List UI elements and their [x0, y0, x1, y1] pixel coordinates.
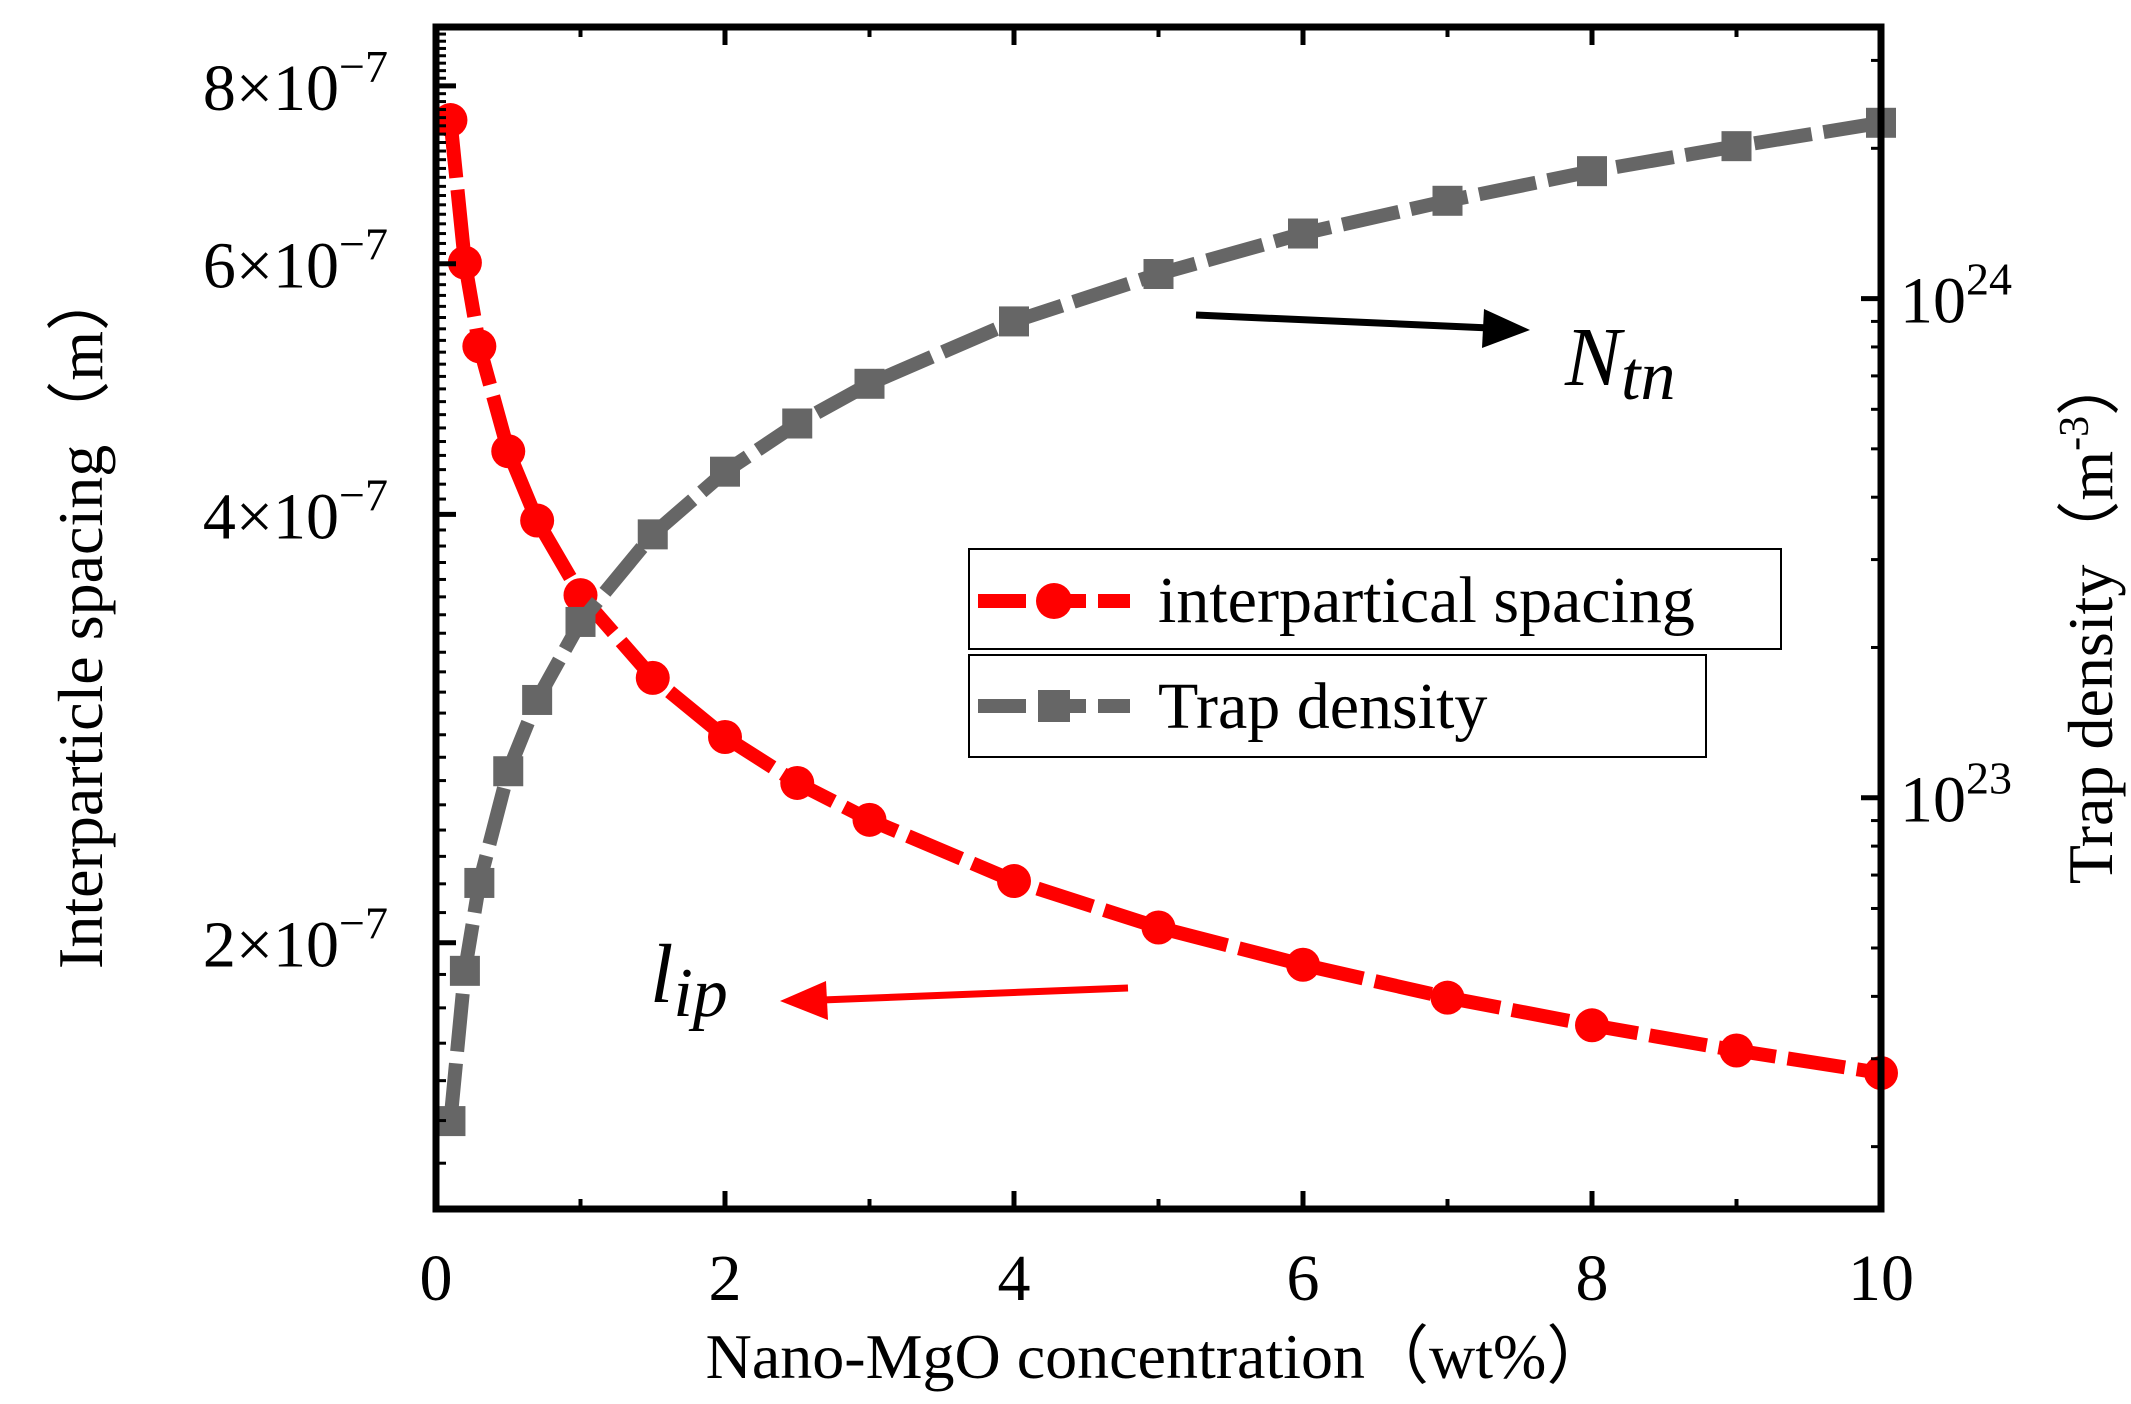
data-point-1-12	[1288, 218, 1318, 249]
data-point-0-3	[491, 434, 526, 469]
left-tick-label-3: 8×10−7	[203, 41, 388, 125]
right-tick-label-base: 10	[1900, 265, 1966, 338]
left-tick-label-0: 2×10−7	[203, 898, 388, 982]
left-tick-label-mantissa: 8×10	[203, 52, 339, 125]
data-point-0-14	[1575, 1008, 1609, 1043]
tick-layer	[433, 25, 1884, 1209]
x-tick-label-2: 4	[998, 1242, 1031, 1315]
left-tick-label-mantissa: 2×10	[203, 909, 339, 982]
x-tick-label-3: 6	[1287, 1242, 1320, 1315]
data-point-0-6	[635, 660, 670, 695]
data-point-1-13	[1432, 185, 1463, 216]
data-point-0-7	[708, 719, 742, 754]
data-point-1-6	[637, 519, 668, 550]
right-axis-title-exp: -3	[2052, 416, 2098, 451]
data-point-1-3	[493, 756, 524, 787]
x-tick-label-4: 8	[1576, 1242, 1609, 1315]
right-tick-label-base: 10	[1900, 764, 1966, 837]
right-axis-title: Trap density（m-3）	[2052, 352, 2126, 884]
data-point-0-9	[852, 802, 887, 837]
data-point-0-12	[1286, 947, 1320, 982]
left-tick-label-1: 4×10−7	[203, 469, 388, 553]
data-point-0-15	[1719, 1033, 1754, 1068]
right-axis-title-main: Trap density（m	[2055, 451, 2126, 884]
data-point-1-7	[710, 456, 740, 487]
annotation-lip-sub: ip	[673, 955, 727, 1032]
legend-marker-1	[1036, 583, 1072, 619]
left-tick-label-2: 6×10−7	[203, 219, 388, 303]
data-point-1-14	[1577, 156, 1607, 187]
left-tick-label-mantissa: 6×10	[203, 230, 339, 303]
annotation-ntn-arrowhead	[1482, 309, 1530, 348]
right-tick-label-0: 1023	[1900, 753, 2012, 837]
x-tick-label-1: 2	[709, 1242, 742, 1315]
annotation-ntn: Ntn	[1195, 309, 1675, 415]
legend: interpartical spacing Trap density	[968, 548, 1782, 758]
x-tick-label-0: 0	[420, 1242, 453, 1315]
data-point-0-11	[1141, 910, 1176, 945]
data-point-1-11	[1143, 259, 1174, 290]
left-axis-title: Interparticle spacing（m）	[45, 267, 116, 969]
legend-label-2: Trap density	[1158, 670, 1487, 743]
annotation-lip-main: l	[650, 928, 673, 1021]
right-tick-label-1: 1024	[1900, 254, 2012, 338]
data-point-1-5	[565, 606, 596, 637]
data-point-1-15	[1721, 131, 1752, 162]
legend-box-2	[968, 654, 1707, 758]
legend-marker-2	[1038, 690, 1070, 722]
data-point-0-0	[433, 103, 468, 138]
data-point-0-8	[780, 765, 815, 800]
annotation-lip-arrow	[821, 984, 1129, 1004]
left-tick-label-exp: −7	[339, 469, 388, 520]
data-point-0-4	[520, 503, 555, 538]
data-point-0-1	[447, 245, 482, 280]
left-tick-label-exp: −7	[339, 41, 388, 92]
annotation-ntn-main: N	[1564, 311, 1625, 404]
annotation-ntn-sub: tn	[1621, 338, 1675, 415]
x-axis-title: Nano-MgO concentration（wt%）	[706, 1321, 1611, 1392]
annotation-lip-label: lip	[650, 928, 728, 1032]
annotation-ntn-arrow	[1195, 311, 1491, 332]
data-point-0-10	[997, 864, 1031, 899]
annotation-lip-arrowhead	[780, 981, 828, 1020]
legend-label-1: interpartical spacing	[1158, 564, 1695, 637]
left-tick-label-exp: −7	[339, 219, 388, 270]
data-point-0-13	[1430, 980, 1465, 1015]
annotation-lip: lip	[650, 928, 1129, 1032]
data-point-1-10	[999, 306, 1029, 337]
data-point-1-4	[522, 684, 553, 715]
x-tick-label-5: 10	[1848, 1242, 1914, 1315]
data-point-0-2	[462, 329, 497, 364]
right-tick-label-exp: 23	[1966, 753, 2012, 804]
right-tick-label-exp: 24	[1966, 254, 2012, 305]
data-point-1-2	[464, 867, 495, 898]
series-layer	[433, 103, 1898, 1137]
data-point-1-8	[782, 408, 813, 439]
left-tick-label-exp: −7	[339, 898, 388, 949]
annotation-ntn-label: Ntn	[1564, 311, 1675, 415]
data-point-1-1	[449, 955, 480, 986]
data-point-1-9	[854, 368, 885, 399]
right-axis-title-end: ）	[2055, 352, 2126, 416]
left-tick-label-mantissa: 4×10	[203, 480, 339, 553]
